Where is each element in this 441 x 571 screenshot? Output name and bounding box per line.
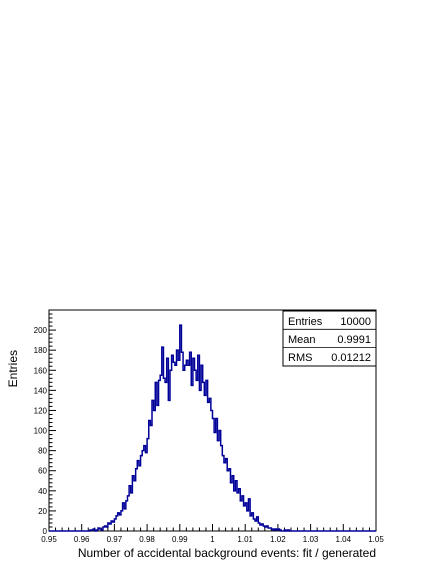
x-tick-label: 0.98 [139,535,155,544]
y-tick-label: 200 [34,326,48,335]
stats-value-entries: 10000 [340,316,371,328]
stats-value-rms: 0.01212 [331,352,371,364]
stats-box: Entries 10000 Mean 0.9991 RMS 0.01212 [282,310,377,367]
stats-label-mean: Mean [288,334,316,346]
x-tick-label: 0.99 [172,535,188,544]
y-axis: 0 20 40 60 80 100 120 140 160 180 200 [34,313,56,536]
x-tick-label: 1.02 [270,535,286,544]
x-tick-label: 1.01 [237,535,253,544]
x-tick-label: 1 [210,535,215,544]
y-tick-label: 40 [38,487,47,496]
histogram-series [49,324,376,532]
x-axis: 0.95 0.96 0.97 0.98 0.99 1 1.01 1.02 1.03 1.04 1.0… [41,524,384,544]
y-tick-label: 140 [34,386,48,395]
y-axis-title: Entries [6,350,20,387]
stats-label-rms: RMS [288,352,312,364]
stats-value-mean: 0.9991 [337,334,371,346]
x-tick-label: 0.96 [74,535,90,544]
y-tick-label: 120 [34,406,48,415]
y-tick-label: 160 [34,366,48,375]
stats-label-entries: Entries [288,316,323,328]
y-tick-label: 20 [38,507,47,516]
x-tick-label: 0.95 [41,535,57,544]
x-tick-label: 1.04 [336,535,352,544]
x-axis-title: Number of accidental background events: … [78,546,376,560]
y-tick-label: 0 [43,527,48,536]
y-tick-label: 80 [38,447,47,456]
x-tick-label: 1.03 [303,535,319,544]
y-tick-label: 60 [38,467,47,476]
y-tick-label: 100 [34,427,48,436]
x-tick-label: 0.97 [107,535,123,544]
y-tick-label: 180 [34,346,48,355]
x-tick-label: 1.05 [368,535,384,544]
